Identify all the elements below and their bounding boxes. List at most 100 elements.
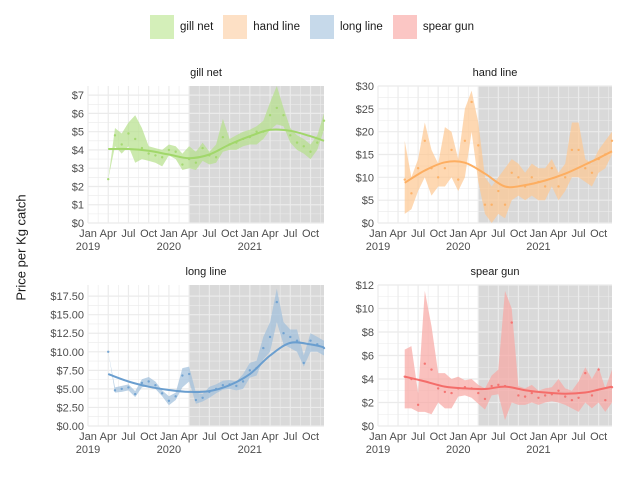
data-point (201, 146, 204, 150)
x-tick-label: Apr (181, 431, 198, 443)
x-tick-label: Jul (283, 431, 297, 443)
trend-line (404, 150, 613, 189)
y-tick-label: $0 (362, 421, 374, 433)
x-tick-label: Jan (79, 228, 97, 240)
legend-swatch (150, 15, 175, 39)
data-point (450, 148, 453, 152)
data-point (302, 361, 305, 365)
x-tick-label: Jul (411, 228, 425, 240)
data-point (309, 339, 312, 342)
x-tick-label: Jul (572, 228, 586, 240)
x-tick-label: Oct (140, 228, 157, 240)
x-tick-year-label: 2021 (526, 241, 550, 253)
data-point (316, 141, 319, 144)
x-tick-label: Jan (449, 431, 467, 443)
y-tick-label: $6 (72, 108, 84, 120)
y-tick-label: $15 (356, 150, 374, 162)
data-point (120, 387, 123, 391)
data-point (530, 176, 533, 179)
legend-label: gill net (180, 21, 214, 33)
x-tick-label: Oct (140, 431, 157, 443)
x-tick-label: Apr (389, 431, 406, 443)
data-point (268, 335, 272, 339)
data-point (134, 392, 137, 396)
legend: gill net hand line long line spear gun (0, 14, 624, 40)
x-tick-label: Jul (491, 228, 505, 240)
x-tick-label: Apr (100, 228, 117, 240)
data-point (423, 362, 426, 365)
data-point (140, 381, 144, 385)
y-tick-label: $25 (356, 104, 374, 116)
data-point (517, 394, 520, 397)
panel-title: gill net (190, 67, 222, 79)
x-tick-label: Apr (389, 228, 406, 240)
x-tick-label: Apr (181, 228, 198, 240)
x-tick-label: Apr (261, 431, 278, 443)
data-point (275, 106, 278, 110)
y-tick-label: $2 (72, 181, 84, 193)
data-point (443, 167, 447, 170)
legend-label: spear gun (422, 21, 474, 33)
legend-swatch (392, 15, 417, 39)
legend-label: hand line (253, 21, 300, 33)
x-tick-label: Apr (550, 228, 567, 240)
data-point (610, 139, 614, 142)
data-point (262, 346, 265, 350)
data-point (490, 203, 493, 206)
data-point (181, 163, 184, 166)
data-point (201, 396, 204, 399)
data-point (322, 119, 326, 122)
data-point (181, 374, 184, 377)
panel-title: long line (186, 266, 227, 278)
data-point (483, 397, 487, 401)
data-point (597, 368, 600, 371)
data-point (564, 176, 567, 179)
legend-label: long line (339, 21, 383, 33)
data-point (282, 114, 285, 117)
x-tick-year-label: 2019 (76, 444, 100, 456)
data-point (107, 350, 110, 353)
data-point (174, 150, 177, 153)
data-point (134, 137, 137, 141)
y-tick-label: $0 (72, 218, 84, 230)
data-point (147, 152, 150, 155)
data-point (113, 134, 117, 137)
x-tick-label: Apr (470, 228, 487, 240)
data-point (154, 154, 157, 157)
data-point (477, 391, 480, 395)
data-point (584, 167, 587, 170)
data-point (577, 396, 580, 399)
data-point (436, 176, 440, 179)
y-tick-label: $7.50 (56, 365, 84, 377)
data-point (127, 386, 130, 389)
data-point (523, 395, 527, 398)
y-tick-label: $12.50 (50, 328, 84, 340)
x-tick-label: Oct (590, 431, 607, 443)
data-point (590, 171, 594, 174)
data-point (463, 139, 467, 142)
data-point (410, 192, 413, 195)
x-tick-label: Jul (283, 228, 297, 240)
y-tick-label: $6 (362, 351, 374, 363)
y-tick-label: $3 (72, 163, 84, 175)
x-tick-label: Jan (241, 431, 259, 443)
x-tick-year-label: 2019 (76, 241, 100, 253)
x-tick-label: Apr (261, 228, 278, 240)
x-tick-label: Jul (202, 431, 216, 443)
panel-title: hand line (473, 67, 518, 79)
x-tick-label: Jul (572, 431, 586, 443)
x-tick-label: Jan (79, 431, 97, 443)
data-point (167, 148, 171, 152)
x-tick-year-label: 2020 (446, 444, 470, 456)
x-tick-label: Apr (100, 431, 117, 443)
trend-line (404, 375, 613, 395)
data-point (584, 371, 587, 375)
x-tick-year-label: 2021 (238, 241, 262, 253)
x-tick-label: Jul (491, 431, 505, 443)
legend-swatch (223, 15, 248, 39)
x-tick-label: Jul (202, 228, 216, 240)
y-tick-label: $30 (356, 81, 374, 93)
data-point (497, 189, 500, 193)
